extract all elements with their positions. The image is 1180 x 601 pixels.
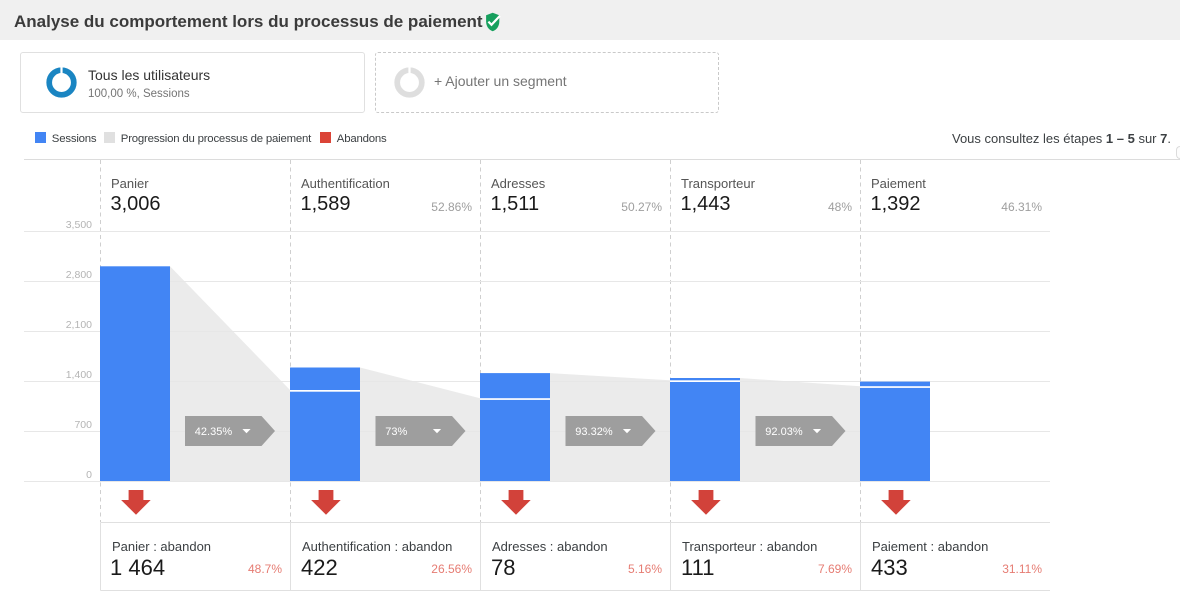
svg-text:42.35%: 42.35%: [195, 426, 233, 438]
svg-text:93.32%: 93.32%: [575, 426, 613, 438]
svg-text:73%: 73%: [385, 426, 407, 438]
svg-text:92.03%: 92.03%: [765, 426, 803, 438]
